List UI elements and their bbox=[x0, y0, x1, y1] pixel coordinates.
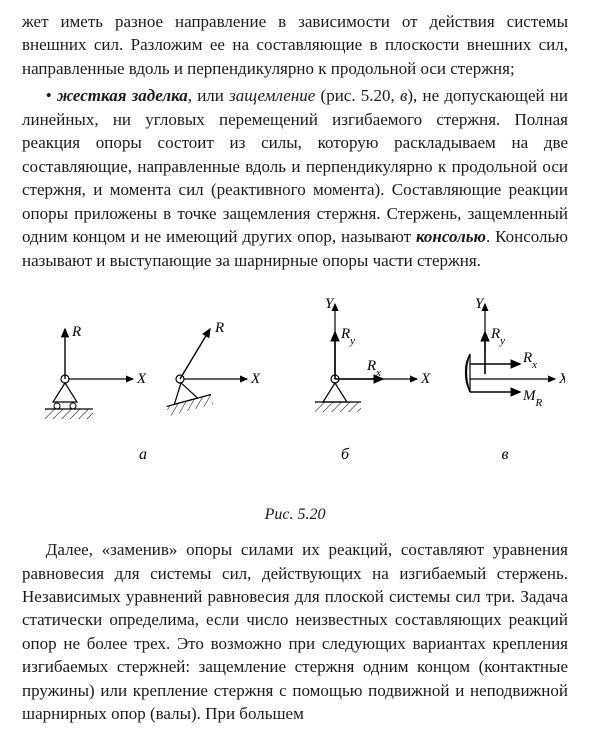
label-Ryb: Ry bbox=[340, 326, 355, 347]
label-R2: R bbox=[214, 320, 224, 336]
paragraph-3: Далее, «заменив» опоры силами их реакций… bbox=[22, 538, 568, 726]
label-Rxv: Rx bbox=[522, 350, 537, 371]
support-a-right: X R bbox=[162, 320, 261, 416]
label-X: X bbox=[136, 371, 147, 387]
label-Xb: X bbox=[420, 371, 431, 387]
diagram-svg: X R X R а Y bbox=[25, 294, 565, 494]
label-R1: R bbox=[71, 324, 81, 340]
label-Xv: X bbox=[558, 371, 565, 387]
support-a-left: X R bbox=[45, 324, 147, 419]
figure-5-20: X R X R а Y bbox=[22, 294, 568, 526]
paragraph-2: • жесткая заделка, или защемление (рис. … bbox=[22, 84, 568, 272]
figure-caption: Рис. 5.20 bbox=[22, 504, 568, 526]
label-MR: MR bbox=[522, 388, 543, 409]
em-zashchemlenie: защемление bbox=[229, 86, 315, 105]
label-X2: X bbox=[250, 371, 261, 387]
bullet: • bbox=[46, 86, 57, 105]
label-Yb: Y bbox=[325, 296, 335, 312]
paragraph-1: жет иметь разное направление в зависимос… bbox=[22, 10, 568, 80]
support-v: Y X Ry Rx MR bbox=[466, 296, 566, 409]
em-zhestkaya: жесткая заделка bbox=[57, 86, 188, 105]
em-konsol: консолью bbox=[416, 227, 486, 246]
support-b: Y X Ry Rx bbox=[315, 296, 431, 412]
label-Ryv: Ry bbox=[490, 326, 505, 347]
label-Rxb: Rx bbox=[366, 358, 381, 379]
label-Yv: Y bbox=[475, 296, 485, 312]
sublabel-v: в bbox=[502, 446, 509, 463]
sublabel-b: б bbox=[341, 446, 350, 463]
sublabel-a: а bbox=[139, 446, 147, 463]
